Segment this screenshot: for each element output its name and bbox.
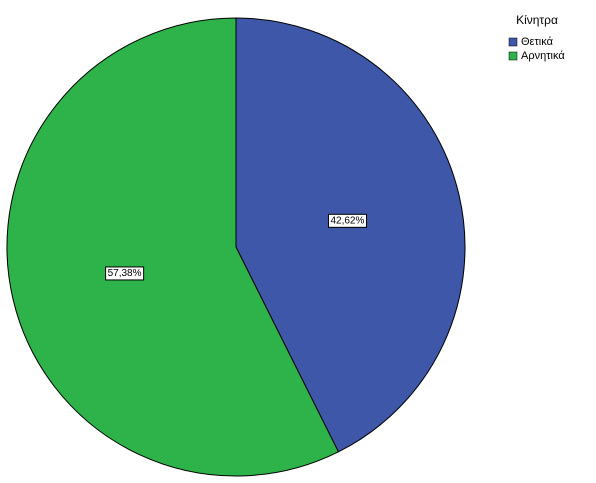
pie-slice — [6, 17, 340, 477]
data-label-box — [105, 266, 145, 281]
pie-slice — [235, 17, 466, 453]
legend-swatch — [508, 51, 518, 61]
legend-swatch — [508, 37, 518, 47]
data-label-box — [327, 213, 367, 228]
data-label: 42,62% — [327, 213, 367, 228]
legend-title: Κίνητρα — [516, 13, 558, 27]
legend-label: Θετικά — [521, 36, 554, 48]
data-label-text: 57,38% — [108, 268, 142, 279]
legend-label: Αρνητικά — [521, 50, 565, 62]
data-label-text: 42,62% — [330, 215, 364, 226]
data-label: 57,38% — [105, 266, 145, 281]
